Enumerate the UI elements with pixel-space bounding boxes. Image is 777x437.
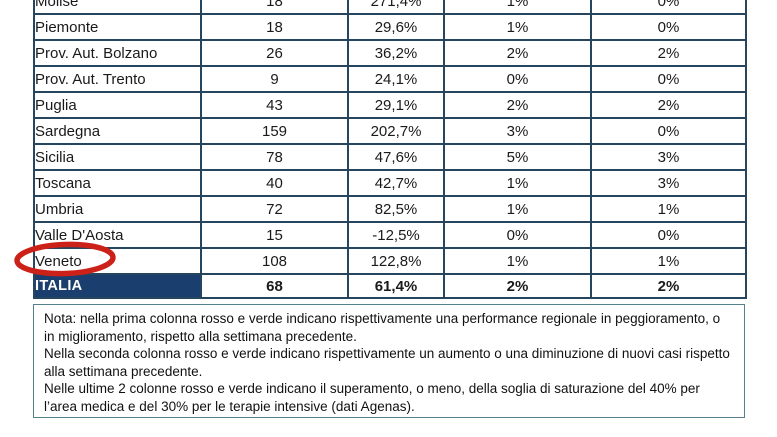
value-cell: 9 <box>200 65 349 93</box>
value-cell: 2% <box>590 39 747 67</box>
value-cell: 1% <box>590 195 747 223</box>
value-cell: 0% <box>590 65 747 93</box>
value-cell: 3% <box>443 117 592 145</box>
table-row: Sicilia 78 47,6% 5% 3% <box>33 143 747 171</box>
table-row: Umbria 72 82,5% 1% 1% <box>33 195 747 223</box>
value-cell: 47,6% <box>347 143 445 171</box>
value-cell: 0% <box>590 117 747 145</box>
table-row: Sardegna 159 202,7% 3% 0% <box>33 117 747 145</box>
value-cell: 2% <box>590 91 747 119</box>
value-cell: 108 <box>200 247 349 275</box>
value-cell: 29,1% <box>347 91 445 119</box>
value-cell: 0% <box>590 13 747 41</box>
value-cell: 1% <box>443 169 592 197</box>
value-cell: -12,5% <box>347 221 445 249</box>
region-name-cell: Umbria <box>33 195 202 223</box>
regions-table: Molise 18 271,4% 1% 0% Piemonte 18 29,6%… <box>33 0 747 299</box>
value-cell: 18 <box>200 13 349 41</box>
value-cell: 0% <box>590 0 747 15</box>
region-name-cell: Molise <box>33 0 202 15</box>
total-label-cell: ITALIA <box>33 273 202 299</box>
region-name-cell: Valle D'Aosta <box>33 221 202 249</box>
value-cell: 2% <box>443 39 592 67</box>
note-box: Nota: nella prima colonna rosso e verde … <box>33 304 745 418</box>
region-name-cell: Toscana <box>33 169 202 197</box>
value-cell: 36,2% <box>347 39 445 67</box>
table-row: Piemonte 18 29,6% 1% 0% <box>33 13 747 41</box>
value-cell: 2% <box>443 91 592 119</box>
value-cell: 72 <box>200 195 349 223</box>
value-cell: 202,7% <box>347 117 445 145</box>
region-name-cell: Prov. Aut. Bolzano <box>33 39 202 67</box>
value-cell: 61,4% <box>347 273 445 299</box>
region-name-cell: Sicilia <box>33 143 202 171</box>
value-cell: 40 <box>200 169 349 197</box>
value-cell: 68 <box>200 273 349 299</box>
value-cell: 0% <box>443 65 592 93</box>
value-cell: 3% <box>590 143 747 171</box>
value-cell: 5% <box>443 143 592 171</box>
value-cell: 15 <box>200 221 349 249</box>
value-cell: 24,1% <box>347 65 445 93</box>
value-cell: 0% <box>590 221 747 249</box>
note-line: Nota: nella prima colonna rosso e verde … <box>44 311 721 344</box>
value-cell: 18 <box>200 0 349 15</box>
value-cell: 1% <box>590 247 747 275</box>
note-line: Nella seconda colonna rosso e verde indi… <box>44 346 730 379</box>
region-name-cell: Piemonte <box>33 13 202 41</box>
note-line: Nelle ultime 2 colonne rosso e verde ind… <box>44 381 700 414</box>
value-cell: 122,8% <box>347 247 445 275</box>
value-cell: 1% <box>443 0 592 15</box>
value-cell: 82,5% <box>347 195 445 223</box>
table-row: Prov. Aut. Trento 9 24,1% 0% 0% <box>33 65 747 93</box>
value-cell: 3% <box>590 169 747 197</box>
table-row: Molise 18 271,4% 1% 0% <box>33 0 747 15</box>
table-row-total-italia: ITALIA 68 61,4% 2% 2% <box>33 273 747 299</box>
value-cell: 78 <box>200 143 349 171</box>
table-row: Toscana 40 42,7% 1% 3% <box>33 169 747 197</box>
table-row: Puglia 43 29,1% 2% 2% <box>33 91 747 119</box>
region-name-cell: Prov. Aut. Trento <box>33 65 202 93</box>
value-cell: 26 <box>200 39 349 67</box>
value-cell: 1% <box>443 195 592 223</box>
region-name-cell: Puglia <box>33 91 202 119</box>
table-row-veneto: Veneto 108 122,8% 1% 1% <box>33 247 747 275</box>
value-cell: 42,7% <box>347 169 445 197</box>
value-cell: 159 <box>200 117 349 145</box>
value-cell: 1% <box>443 247 592 275</box>
region-name-cell: Veneto <box>33 247 202 275</box>
table-row: Valle D'Aosta 15 -12,5% 0% 0% <box>33 221 747 249</box>
value-cell: 29,6% <box>347 13 445 41</box>
value-cell: 43 <box>200 91 349 119</box>
value-cell: 1% <box>443 13 592 41</box>
region-name-cell: Sardegna <box>33 117 202 145</box>
value-cell: 2% <box>590 273 747 299</box>
table-row: Prov. Aut. Bolzano 26 36,2% 2% 2% <box>33 39 747 67</box>
value-cell: 0% <box>443 221 592 249</box>
value-cell: 271,4% <box>347 0 445 15</box>
value-cell: 2% <box>443 273 592 299</box>
